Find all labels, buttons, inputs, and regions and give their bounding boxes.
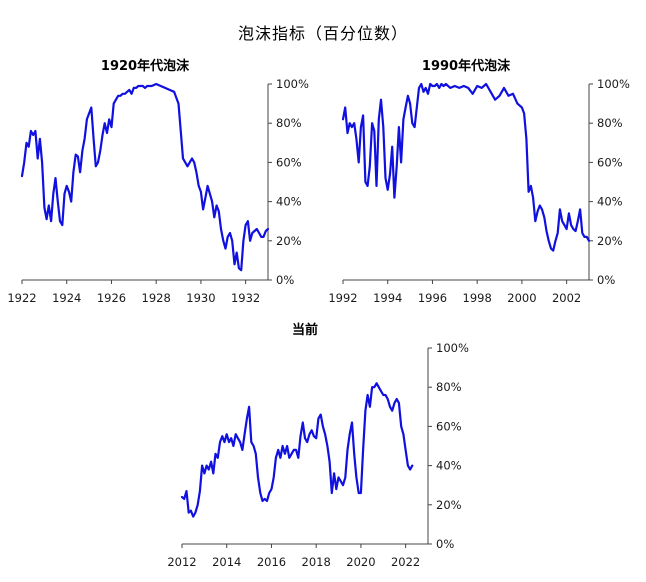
x-tick-label: 1930 — [186, 291, 215, 305]
x-tick-label: 1922 — [7, 291, 36, 305]
main-title: 泡沫指标（百分位数） — [237, 24, 408, 43]
x-tick-label: 2012 — [167, 555, 196, 569]
y-tick-label: 80% — [436, 380, 462, 394]
y-tick-label: 40% — [276, 195, 302, 209]
y-tick-label: 60% — [436, 419, 462, 433]
x-tick-label: 2000 — [507, 291, 536, 305]
y-tick-label: 100% — [276, 77, 309, 91]
x-tick-label: 1994 — [373, 291, 402, 305]
y-tick-label: 60% — [597, 155, 623, 169]
series-line — [180, 382, 414, 518]
y-tick-label: 80% — [597, 116, 623, 130]
y-tick-label: 80% — [276, 116, 302, 130]
y-tick-label: 40% — [597, 195, 623, 209]
x-tick-label: 1992 — [328, 291, 357, 305]
x-tick-label: 2020 — [346, 555, 375, 569]
y-tick-label: 0% — [597, 273, 615, 287]
y-tick-label: 0% — [276, 273, 294, 287]
x-tick-label: 2002 — [552, 291, 581, 305]
x-tick-label: 1996 — [418, 291, 447, 305]
y-tick-label: 100% — [436, 341, 469, 355]
x-tick-label: 1926 — [97, 291, 126, 305]
x-tick-label: 2018 — [302, 555, 331, 569]
panel-title: 1920年代泡沫 — [101, 58, 190, 74]
panel-title: 1990年代泡沫 — [422, 58, 511, 74]
x-tick-label: 1928 — [142, 291, 171, 305]
y-tick-label: 20% — [597, 234, 623, 248]
x-tick-label: 2016 — [257, 555, 286, 569]
x-tick-label: 1924 — [52, 291, 81, 305]
y-tick-label: 0% — [436, 537, 454, 551]
y-tick-label: 20% — [276, 234, 302, 248]
y-tick-label: 100% — [597, 77, 630, 91]
x-tick-label: 1998 — [463, 291, 492, 305]
y-tick-label: 60% — [276, 155, 302, 169]
series-line — [20, 82, 270, 272]
y-tick-label: 20% — [436, 498, 462, 512]
y-tick-label: 40% — [436, 459, 462, 473]
x-tick-label: 1932 — [231, 291, 260, 305]
x-tick-label: 2014 — [212, 555, 241, 569]
panel-title: 当前 — [292, 322, 318, 338]
series-line — [341, 82, 591, 252]
x-tick-label: 2022 — [391, 555, 420, 569]
